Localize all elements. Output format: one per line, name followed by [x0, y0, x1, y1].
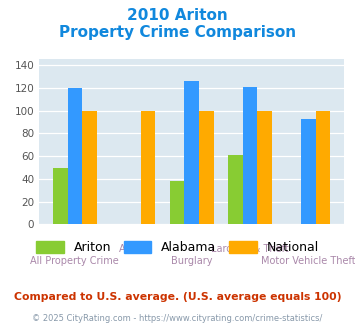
Text: Larceny & Theft: Larceny & Theft: [211, 244, 289, 254]
Text: Compared to U.S. average. (U.S. average equals 100): Compared to U.S. average. (U.S. average …: [14, 292, 341, 302]
Text: Motor Vehicle Theft: Motor Vehicle Theft: [261, 256, 355, 266]
Bar: [184, 81, 199, 224]
Bar: [82, 111, 97, 224]
Text: © 2025 CityRating.com - https://www.cityrating.com/crime-statistics/: © 2025 CityRating.com - https://www.city…: [32, 314, 323, 323]
Legend: Ariton, Alabama, National: Ariton, Alabama, National: [31, 236, 324, 259]
Bar: [67, 88, 82, 224]
Text: Burglary: Burglary: [171, 256, 212, 266]
Bar: [243, 87, 257, 224]
Text: Arson: Arson: [119, 244, 147, 254]
Text: Property Crime Comparison: Property Crime Comparison: [59, 25, 296, 40]
Bar: [141, 111, 155, 224]
Text: 2010 Ariton: 2010 Ariton: [127, 8, 228, 23]
Bar: [53, 168, 67, 224]
Bar: [199, 111, 214, 224]
Bar: [301, 118, 316, 224]
Bar: [316, 111, 331, 224]
Bar: [170, 181, 184, 224]
Bar: [257, 111, 272, 224]
Bar: [228, 155, 243, 224]
Text: All Property Crime: All Property Crime: [31, 256, 119, 266]
